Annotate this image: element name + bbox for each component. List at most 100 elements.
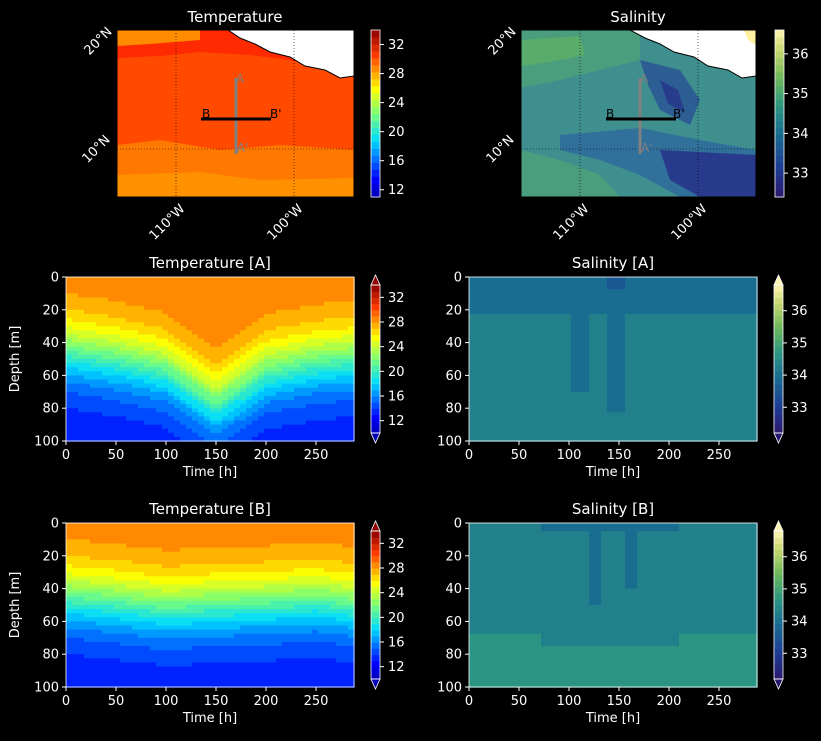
section-cell [469, 301, 476, 307]
section-cell [108, 535, 115, 541]
section-cell [222, 330, 229, 336]
section-cell [192, 313, 199, 319]
section-cell [715, 354, 722, 360]
section-cell [631, 363, 638, 368]
section-cell [180, 432, 187, 438]
section-cell [120, 568, 127, 573]
section-cell [168, 322, 175, 327]
section-cell [186, 559, 193, 565]
section-cell [246, 281, 253, 286]
section-cell [619, 334, 626, 340]
section-cell [595, 359, 602, 364]
section-cell [481, 326, 488, 331]
section-cell [625, 346, 632, 352]
section-cell [174, 531, 181, 536]
section-cell [342, 277, 349, 282]
section-cell [336, 391, 343, 397]
section-cell [553, 412, 560, 418]
section-cell [102, 326, 109, 331]
section-cell [330, 289, 337, 295]
section-cell [535, 359, 542, 364]
section-cell [234, 383, 241, 389]
section-cell [745, 285, 752, 290]
section-cell [517, 395, 524, 401]
section-cell [511, 342, 518, 348]
section-cell [240, 350, 247, 356]
sal-field-high-coast [744, 30, 756, 45]
section-cell [270, 285, 277, 290]
section-cell [138, 596, 145, 602]
section-cell [96, 359, 103, 364]
section-cell [174, 408, 181, 413]
section-cell [258, 289, 265, 295]
section-cell [571, 289, 578, 295]
section-cell [324, 297, 331, 303]
section-cell [703, 367, 710, 372]
section-cell [84, 617, 91, 623]
section-cell [751, 436, 758, 442]
section-cell [553, 309, 560, 315]
section-cell [631, 395, 638, 401]
section-cell [78, 592, 85, 598]
section-cell [108, 600, 115, 606]
section-cell [697, 367, 704, 372]
section-cell [469, 318, 476, 323]
section-cell [619, 289, 626, 295]
section-cell [84, 613, 91, 618]
section-cell [709, 322, 716, 327]
section-cell [282, 363, 289, 368]
section-cell [745, 289, 752, 295]
section-cell [132, 572, 139, 577]
section-cell [66, 600, 73, 606]
section-cell [673, 383, 680, 389]
section-cell [156, 551, 163, 557]
section-cell [288, 416, 295, 422]
section-cell [715, 305, 722, 311]
section-cell [162, 650, 169, 655]
section-cell [144, 641, 151, 647]
section-cell [535, 424, 542, 430]
section-cell [511, 391, 518, 397]
section-cell [721, 367, 728, 372]
section-cell [222, 420, 229, 426]
section-cell [258, 285, 265, 290]
section-cell [156, 359, 163, 364]
section-cell [156, 428, 163, 434]
section-cell [487, 301, 494, 307]
section-cell [312, 412, 319, 418]
section-cell [114, 580, 121, 586]
section-cell [727, 363, 734, 368]
section-cell [589, 289, 596, 295]
section-cell [78, 387, 85, 393]
section-cell [126, 535, 133, 541]
section-cell [102, 637, 109, 643]
section-cell [679, 387, 686, 393]
section-cell [78, 555, 85, 561]
section-cell [138, 658, 145, 664]
section-cell [132, 662, 139, 668]
section-cell [613, 428, 620, 434]
section-cell [132, 404, 139, 409]
section-cell [138, 584, 145, 590]
section-cell [120, 666, 127, 672]
section-cell [751, 412, 758, 418]
section-cell [595, 334, 602, 340]
section-cell [643, 428, 650, 434]
section-cell [565, 412, 572, 418]
section-cell [481, 432, 488, 438]
section-cell [150, 309, 157, 315]
section-cell [228, 400, 235, 405]
section-cell [559, 363, 566, 368]
section-cell [469, 305, 476, 311]
section-cell [204, 359, 211, 364]
section-cell [288, 338, 295, 344]
section-cell [108, 658, 115, 664]
section-cell [547, 359, 554, 364]
section-cell [222, 313, 229, 319]
section-cell [691, 400, 698, 405]
section-cell [258, 416, 265, 422]
section-cell [306, 412, 313, 418]
section-cell [673, 318, 680, 323]
section-cell [727, 383, 734, 389]
section-cell [330, 326, 337, 331]
